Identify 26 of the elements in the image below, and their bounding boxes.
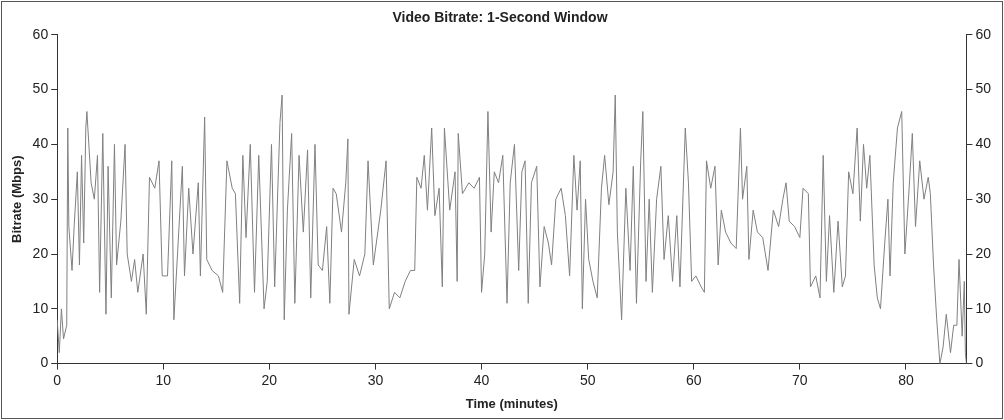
x-tick-label: 30 xyxy=(367,371,384,388)
x-tick-label: 0 xyxy=(53,371,62,388)
y-axis-title: Bitrate (Mbps) xyxy=(9,155,25,243)
y-tick-label: 20 xyxy=(32,244,49,261)
y-tick-label: 50 xyxy=(32,80,49,97)
x-tick-label: 60 xyxy=(685,371,702,388)
x-tick-label: 80 xyxy=(898,371,914,388)
x-tick-label: 10 xyxy=(155,371,172,388)
y2-tick-label: 50 xyxy=(975,80,992,97)
y2-tick-label: 0 xyxy=(975,354,984,371)
y-tick-label: 30 xyxy=(32,190,49,207)
x-tick-label: 40 xyxy=(473,371,490,388)
y-tick-label: 60 xyxy=(32,25,49,42)
y-tick-label: 0 xyxy=(40,354,49,371)
y2-tick-label: 30 xyxy=(975,190,992,207)
x-axis-title: Time (minutes) xyxy=(465,395,558,411)
y-tick-label: 10 xyxy=(32,299,49,316)
chart-title: Video Bitrate: 1-Second Window xyxy=(392,9,608,26)
y2-tick-label: 40 xyxy=(975,135,992,152)
y2-tick-label: 10 xyxy=(975,299,992,316)
x-tick-label: 70 xyxy=(792,371,808,388)
x-tick-label: 50 xyxy=(579,371,596,388)
y2-tick-label: 60 xyxy=(975,25,992,42)
y-tick-label: 40 xyxy=(32,135,49,152)
x-tick-label: 20 xyxy=(261,371,278,388)
y2-tick-label: 20 xyxy=(975,244,992,261)
